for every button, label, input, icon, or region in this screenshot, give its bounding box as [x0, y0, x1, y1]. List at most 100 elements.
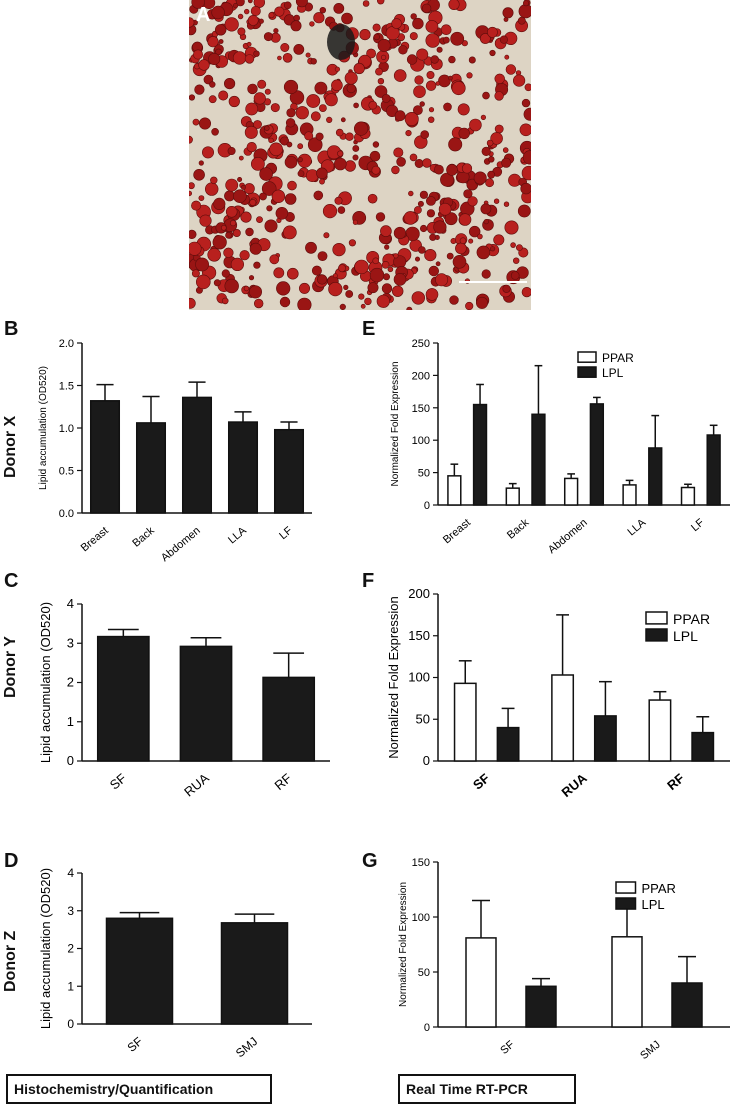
y-axis-label: Lipid accumulation (OD520)	[38, 366, 49, 490]
x-tick-label: Breast	[441, 517, 473, 547]
chart-d: 0 1 2 3 4 Lipid accumulation (OD520) SF SMJ	[38, 866, 312, 1060]
legend-label-ppar: PPAR	[642, 881, 676, 896]
y-axis-label: Lipid accumulation (OD520)	[38, 602, 53, 763]
bar-lpl-back	[531, 413, 546, 506]
panel-label-b: B	[4, 318, 19, 340]
y-tick-label: 4	[67, 596, 74, 611]
bar-rua	[179, 645, 233, 762]
x-tick-label: SMJ	[638, 1039, 663, 1062]
legend-swatch-lpl	[645, 628, 668, 642]
x-tick-label: LF	[277, 525, 295, 543]
lipid-droplets	[189, 0, 531, 310]
x-tick-label: SF	[107, 770, 129, 792]
y-tick-label: 100	[408, 670, 430, 685]
footer-rt-pcr: Real Time RT-PCR	[398, 1074, 576, 1104]
bar-sf	[96, 635, 150, 762]
x-tick-label: SMJ	[233, 1034, 260, 1060]
bar-ppar-back	[505, 487, 520, 506]
y-tick-label: 100	[412, 912, 430, 924]
legend-label-ppar: PPAR	[673, 611, 710, 627]
bar-back	[135, 422, 167, 514]
y-tick-label: 0	[423, 753, 430, 768]
legend-label-lpl: LPL	[642, 897, 665, 912]
legend-label-ppar: PPAR	[602, 351, 634, 365]
x-tick-label: LLA	[625, 516, 648, 538]
x-tick-label: RUA	[559, 770, 591, 800]
y-tick-label: 1	[67, 979, 74, 993]
footer-rt-pcr-label: Real Time RT-PCR	[406, 1081, 528, 1097]
bar-ppar-breast	[447, 475, 462, 506]
x-tick-label: LF	[689, 517, 707, 535]
bar-lpl-lla	[648, 447, 663, 506]
y-tick-label: 1	[67, 714, 74, 729]
y-tick-label: 3	[67, 904, 74, 918]
bar-lpl-sf	[496, 726, 520, 762]
x-tick-label: Back	[130, 524, 157, 549]
y-tick-label: 100	[412, 435, 430, 447]
bar-lpl-rf	[691, 731, 715, 762]
y-axis-label: Normalized Fold Expression	[390, 361, 401, 486]
legend-label-lpl: LPL	[673, 628, 698, 644]
x-tick-label: RUA	[181, 770, 212, 799]
y-tick-label: 50	[418, 967, 430, 979]
bar-ppar-rf	[648, 699, 672, 762]
panel-label-a: A	[196, 4, 211, 26]
bar-ppar-lf	[680, 486, 696, 506]
y-tick-label: 50	[416, 711, 430, 726]
panel-label-c: C	[4, 570, 19, 592]
y-tick-label: 2.0	[59, 338, 74, 350]
bar-rf	[262, 676, 316, 762]
chart-e: 0 50 100 150 200 250 Normalized Fold Expressio…	[390, 338, 730, 556]
y-tick-label: 4	[67, 866, 74, 880]
bar-smj	[220, 922, 289, 1025]
y-tick-label: 1.5	[59, 381, 74, 393]
oil-red-o-stain-image	[189, 0, 531, 310]
chart-f: 0 50 100 150 200 Normalized Fold Expression SF…	[386, 586, 730, 800]
y-tick-label: 0.0	[59, 508, 74, 520]
bar-lpl-abdomen	[589, 403, 605, 506]
bar-ppar-rua	[551, 674, 575, 762]
y-tick-label: 250	[412, 338, 430, 350]
x-tick-label: Abdomen	[159, 525, 203, 564]
y-tick-label: 0	[67, 1017, 74, 1031]
panel-label-d: D	[4, 850, 19, 872]
bar-breast	[89, 400, 121, 514]
bar-lla	[227, 421, 259, 514]
chart-b: 0.0 0.5 1.0 1.5 2.0 Lipid accumulation (OD520…	[38, 338, 312, 564]
y-tick-label: 1.0	[59, 423, 74, 435]
y-axis-label: Normalized Fold Expression	[398, 882, 409, 1007]
bar-sf	[105, 917, 174, 1025]
dark-stain-spot	[327, 24, 355, 60]
y-tick-label: 150	[412, 857, 430, 869]
panel-label-e: E	[362, 318, 376, 340]
panel-label-f: F	[362, 570, 375, 592]
y-tick-label: 3	[67, 635, 74, 650]
x-tick-label: Abdomen	[546, 517, 590, 556]
y-axis-label: Lipid accumulation (OD520)	[38, 868, 53, 1029]
x-tick-label: SF	[125, 1034, 146, 1055]
y-tick-label: 200	[412, 370, 430, 382]
bar-lpl-smj	[671, 982, 703, 1028]
bar-lpl-sf	[525, 985, 557, 1028]
y-tick-label: 0	[67, 753, 74, 768]
histology-photo	[189, 0, 531, 310]
x-tick-label: Back	[505, 516, 532, 541]
y-tick-label: 50	[418, 468, 430, 480]
x-tick-label: RF	[664, 770, 687, 793]
bar-lpl-rua	[593, 715, 617, 762]
x-tick-label: SF	[470, 770, 492, 792]
bar-ppar-smj	[611, 936, 643, 1028]
bar-lf	[273, 428, 305, 514]
legend-swatch-lpl	[577, 366, 597, 378]
chart-c: 0 1 2 3 4 Lipid accumulation (OD520) SF RUA RF	[38, 596, 330, 800]
bar-ppar-sf	[465, 937, 497, 1028]
panel-label-g: G	[362, 850, 378, 872]
legend-swatch-ppar	[615, 881, 637, 894]
y-axis-label: Normalized Fold Expression	[386, 596, 401, 759]
footer-histochemistry: Histochemistry/Quantification	[6, 1074, 272, 1104]
x-tick-label: SF	[498, 1039, 517, 1057]
y-tick-label: 150	[412, 403, 430, 415]
y-tick-label: 150	[408, 628, 430, 643]
x-tick-label: LLA	[226, 524, 249, 546]
